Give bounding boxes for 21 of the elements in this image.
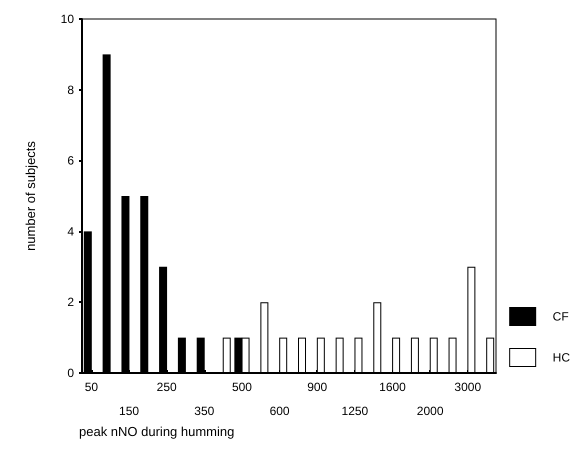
x-tick-label: 1250 [342,404,369,418]
x-tick-label: 1600 [379,380,406,394]
x-tick-label: 500 [232,380,252,394]
y-tick-label: 2 [67,295,74,310]
y-axis-title: number of subjects [23,140,38,251]
legend-label: CF [552,310,569,324]
x-tick-label: 250 [156,380,178,394]
x-tick-label: 3000 [454,380,482,394]
x-axis-title: peak nNO during humming [79,424,234,439]
x-tick-label: 2000 [416,404,444,418]
x-tick-label: 900 [307,380,328,394]
x-tick-label: 350 [194,404,215,418]
y-tick-label: 0 [67,366,74,380]
x-tick-label: 150 [119,404,140,418]
x-tick-label: 600 [270,404,290,418]
y-tick-label: 8 [67,82,74,97]
y-tick-label: 10 [60,12,74,26]
legend-label: HC [552,350,570,364]
y-tick-label: 6 [67,154,74,168]
y-tick-label: 4 [67,224,74,238]
x-tick-label: 50 [84,380,98,394]
